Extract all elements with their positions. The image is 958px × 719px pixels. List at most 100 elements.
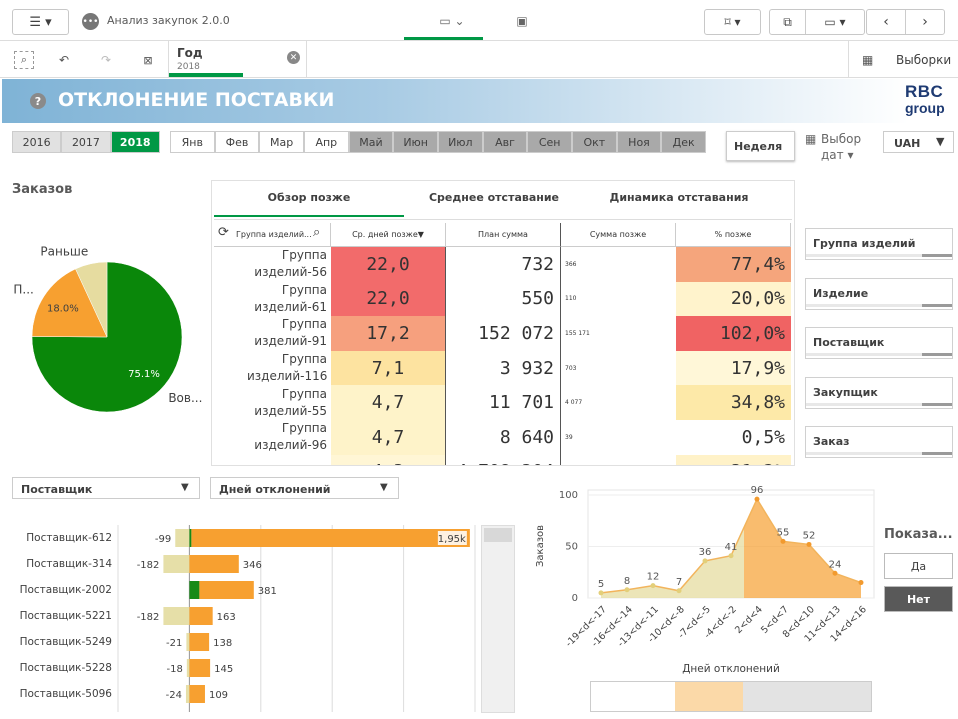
y-tick-label: 50	[565, 542, 578, 553]
year-button[interactable]: 2016	[12, 131, 62, 153]
month-button[interactable]: Апр	[304, 131, 349, 153]
month-button[interactable]: Май	[348, 131, 394, 153]
range-scroller[interactable]	[590, 681, 872, 712]
duplicate-button[interactable]: ⧉	[770, 10, 806, 34]
x-tick-label: 5<d<7	[759, 604, 791, 636]
reload-icon: ⟳	[218, 225, 229, 240]
selection-chip[interactable]: Год 2018 ✕	[168, 41, 307, 77]
month-button[interactable]: Июл	[438, 131, 483, 153]
scroll-thumb[interactable]	[484, 528, 512, 542]
month-filter: Янв Фев Мар Апр Май Июн Июл Авг Сен Окт Ноя Дек	[170, 131, 706, 153]
bookmark-button[interactable]: ⌑ ▾	[704, 9, 761, 35]
clear-all[interactable]: ⊠	[143, 53, 153, 67]
table-tab[interactable]: Обзор позже	[267, 191, 351, 204]
group-cell: Группа изделий-55	[214, 385, 331, 420]
month-button[interactable]: Фев	[214, 131, 260, 153]
point	[598, 590, 604, 596]
column-header[interactable]: Сумма позже	[561, 223, 676, 247]
value-label: 5	[598, 579, 604, 590]
month-button[interactable]: Окт	[572, 131, 617, 153]
date-picker[interactable]: ▦ Выбор дат ▾	[805, 132, 862, 162]
currency-select[interactable]: UAH ▼	[883, 131, 954, 153]
month-button[interactable]: Янв	[170, 131, 215, 153]
month-button[interactable]: Июн	[393, 131, 438, 153]
bar	[163, 555, 190, 573]
prev-button[interactable]: ‹	[867, 10, 906, 34]
column-header[interactable]: % позже	[676, 223, 791, 247]
filter-box[interactable]: Заказ	[805, 426, 953, 458]
x-axis-label: Дней отклонений	[682, 663, 780, 675]
help-icon[interactable]: ?	[30, 93, 46, 109]
value-label: -182	[137, 612, 160, 623]
filter-box[interactable]: Поставщик	[805, 327, 953, 359]
value-label: 24	[829, 559, 842, 570]
bar	[189, 529, 192, 547]
value-label: 8	[624, 576, 630, 587]
pie-slice	[31, 261, 183, 413]
table-tab[interactable]: Динамика отставания	[609, 191, 749, 204]
screen-button[interactable]: ▭ ▾	[824, 15, 846, 29]
point	[728, 553, 734, 559]
scroller-window	[675, 682, 743, 711]
bar	[199, 581, 254, 599]
point	[702, 558, 708, 564]
dropdown[interactable]: Дней отклонений ▼	[210, 477, 399, 499]
toggle-button[interactable]: Да	[884, 553, 953, 579]
week-label: Неделя	[734, 140, 783, 153]
point	[806, 541, 812, 547]
dropdown[interactable]: Поставщик ▼	[12, 477, 200, 499]
avg-days-cell: 17,2	[331, 316, 446, 351]
selections-tab[interactable]: ▦ Выборки	[848, 41, 958, 77]
menu-button[interactable]: ☰ ▾	[12, 9, 69, 35]
pie-label: Раньше	[40, 245, 88, 259]
avg-days-cell: 4,3	[331, 454, 446, 465]
scrollbar[interactable]	[481, 525, 515, 713]
late-pct-cell: 0,5%	[676, 420, 791, 455]
month-button[interactable]: Мар	[259, 131, 304, 153]
column-title: Сумма позже	[589, 230, 647, 239]
column-header[interactable]: Ср. дней позже ▼	[331, 223, 446, 247]
month-button[interactable]: Сен	[527, 131, 572, 153]
filter-box[interactable]: Группа изделий	[805, 228, 953, 260]
pie-slice	[31, 268, 108, 338]
sheet-header: ? ОТКЛОНЕНИЕ ПОСТАВКИ RBC group	[2, 79, 956, 123]
x-tick-label: 2<d<4	[733, 604, 765, 636]
late-sum-cell	[561, 455, 676, 465]
toggle-button[interactable]: Нет	[884, 586, 953, 612]
table-tab[interactable]: Среднее отставание	[428, 191, 560, 204]
area-late	[744, 499, 861, 598]
plan-sum-cell: 152 072	[446, 316, 561, 351]
filter-box[interactable]: Изделие	[805, 277, 953, 310]
group-label: Группа изделий-56	[254, 248, 327, 280]
point	[754, 496, 760, 502]
month-button[interactable]: Авг	[482, 131, 528, 153]
value-label: 145	[214, 664, 233, 675]
column-title: % позже	[714, 230, 752, 239]
year-button[interactable]: 2018	[110, 131, 160, 153]
late-pct-cell: 17,9%	[676, 350, 791, 386]
step-back[interactable]: ↶	[58, 53, 70, 67]
next-button[interactable]: ›	[922, 14, 928, 30]
tab-divider	[214, 219, 792, 220]
late-sum-cell: 155 171	[565, 329, 590, 337]
smart-search[interactable]: ⌕	[14, 51, 34, 69]
year-button[interactable]: 2017	[61, 131, 111, 153]
x-tick-label: -16<d<-14	[590, 604, 635, 649]
sheet-button[interactable]: ▭ ⌄	[439, 14, 465, 28]
story-button[interactable]: ▣	[516, 14, 528, 28]
pie-label: П...	[13, 282, 33, 296]
month-button[interactable]: Ноя	[616, 131, 662, 153]
area-early	[601, 527, 744, 598]
column-header[interactable]: План сумма	[446, 223, 561, 247]
week-filter[interactable]: Неделя	[726, 131, 795, 161]
step-forward[interactable]: ↷	[100, 53, 112, 67]
bar	[189, 633, 210, 651]
clear-selection[interactable]: ✕	[287, 51, 300, 64]
value-label: -18	[166, 664, 182, 675]
app-title: Анализ закупок 2.0.0	[107, 14, 230, 27]
column-header[interactable]: Группа изделий...	[214, 223, 331, 247]
value-label: 96	[751, 485, 764, 496]
avg-days-cell: 22,0	[331, 281, 446, 317]
month-button[interactable]: Дек	[661, 131, 706, 153]
filter-box[interactable]: Закупщик	[805, 376, 953, 409]
